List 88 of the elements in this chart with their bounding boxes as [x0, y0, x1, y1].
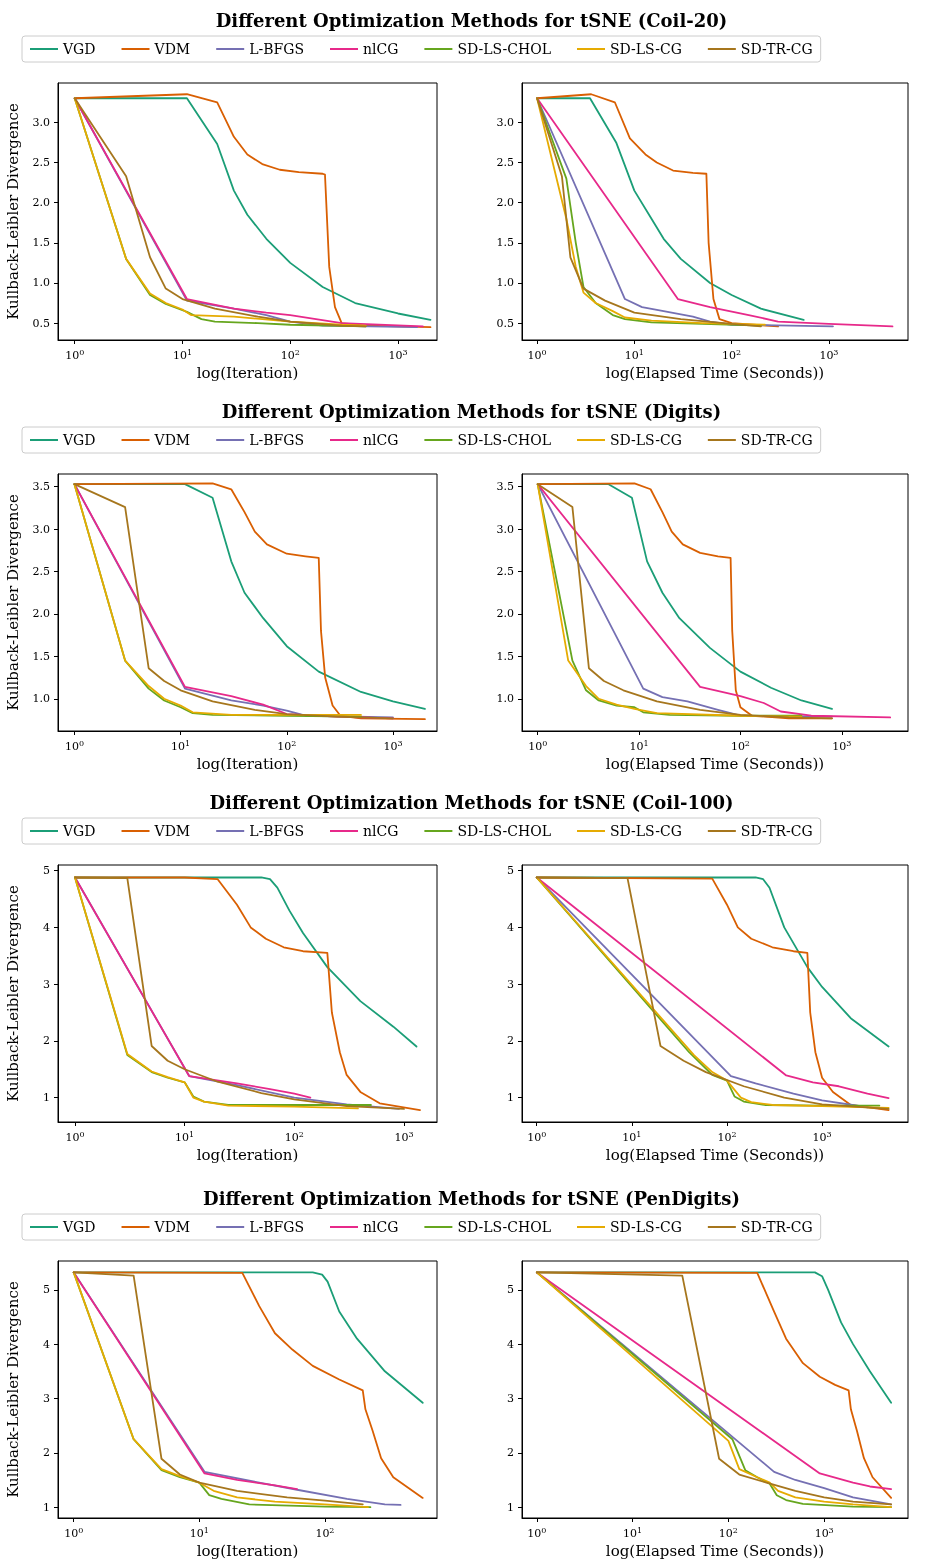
y-tick-label: 3.0 [496, 522, 514, 536]
y-tick-label: 2.5 [32, 565, 50, 579]
y-tick-label: 5 [43, 864, 50, 878]
y-tick-label: 2.5 [32, 156, 50, 170]
legend-label: VGD [62, 1219, 96, 1235]
y-axis-title: Kullback-Leibler Divergence [3, 1281, 22, 1498]
y-tick-label: 3.0 [496, 115, 514, 129]
y-tick-label: 1 [43, 1500, 50, 1514]
y-axis-title: Kullback-Leibler Divergence [3, 885, 22, 1102]
legend-label: SD-LS-CHOL [457, 823, 552, 839]
y-axis-title: Kullback-Leibler Divergence [3, 103, 22, 320]
y-tick-label: 4 [507, 1337, 514, 1351]
y-tick-label: 2.0 [32, 196, 50, 210]
y-tick-label: 1 [507, 1091, 514, 1105]
legend-label: nlCG [362, 1219, 399, 1235]
legend-label: L-BFGS [249, 823, 304, 839]
legend-label: nlCG [362, 432, 399, 448]
legend-label: SD-LS-CG [610, 41, 682, 57]
y-tick-label: 3.0 [32, 522, 50, 536]
y-tick-label: 1.5 [32, 236, 50, 250]
legend-label: SD-LS-CG [610, 823, 682, 839]
y-tick-label: 3.0 [32, 115, 50, 129]
x-axis-title: log(Elapsed Time (Seconds)) [605, 1146, 825, 1165]
legend-label: VDM [153, 432, 191, 448]
legend-label: SD-TR-CG [740, 823, 813, 839]
y-tick-label: 2 [507, 1446, 514, 1460]
y-tick-label: 3 [43, 977, 50, 991]
legend-label: VGD [62, 41, 96, 57]
legend-label: VDM [153, 823, 191, 839]
y-tick-label: 3 [43, 1391, 50, 1405]
chart-title: Different Optimization Methods for tSNE (Coil-20) [215, 9, 728, 31]
legend-label: VDM [153, 1219, 191, 1235]
y-tick-label: 1 [43, 1091, 50, 1105]
y-tick-label: 1.0 [496, 276, 514, 290]
legend-label: SD-TR-CG [740, 41, 813, 57]
y-tick-label: 2 [43, 1034, 50, 1048]
y-tick-label: 1.0 [32, 692, 50, 706]
chart-title: Different Optimization Methods for tSNE (Coil-100) [209, 791, 734, 813]
y-tick-label: 5 [43, 1283, 50, 1297]
legend-label: SD-LS-CG [610, 1219, 682, 1235]
x-axis-title: log(Elapsed Time (Seconds)) [605, 364, 825, 383]
legend-label: SD-LS-CHOL [457, 432, 552, 448]
legend-label: SD-TR-CG [740, 1219, 813, 1235]
legend-label: VGD [62, 432, 96, 448]
y-axis-title: Kullback-Leibler Divergence [3, 494, 22, 711]
legend-label: SD-LS-CHOL [457, 1219, 552, 1235]
y-tick-label: 3 [507, 977, 514, 991]
legend-label: SD-LS-CG [610, 432, 682, 448]
y-tick-label: 2.0 [32, 607, 50, 621]
y-tick-label: 0.5 [496, 316, 514, 330]
x-axis-title: log(Iteration) [196, 1542, 299, 1561]
x-axis-title: log(Iteration) [196, 364, 299, 383]
x-axis-title: log(Iteration) [196, 1146, 299, 1165]
y-tick-label: 1.5 [32, 649, 50, 663]
legend-label: SD-TR-CG [740, 432, 813, 448]
y-tick-label: 5 [507, 1283, 514, 1297]
x-axis-title: log(Iteration) [196, 755, 299, 774]
legend-label: VGD [62, 823, 96, 839]
y-tick-label: 2 [507, 1034, 514, 1048]
y-tick-label: 2 [43, 1446, 50, 1460]
x-axis-title: log(Elapsed Time (Seconds)) [605, 755, 825, 774]
legend-label: VDM [153, 41, 191, 57]
chart-title: Different Optimization Methods for tSNE (PenDigits) [203, 1187, 740, 1209]
y-tick-label: 1.0 [496, 692, 514, 706]
y-tick-label: 5 [507, 864, 514, 878]
y-tick-label: 3.5 [32, 480, 50, 494]
y-tick-label: 0.5 [32, 316, 50, 330]
legend-label: SD-LS-CHOL [457, 41, 552, 57]
legend-label: L-BFGS [249, 1219, 304, 1235]
y-tick-label: 2.5 [496, 565, 514, 579]
legend-label: L-BFGS [249, 41, 304, 57]
y-tick-label: 3 [507, 1391, 514, 1405]
y-tick-label: 2.0 [496, 607, 514, 621]
legend-label: L-BFGS [249, 432, 304, 448]
y-tick-label: 4 [43, 920, 50, 934]
legend-label: nlCG [362, 41, 399, 57]
y-tick-label: 2.5 [496, 156, 514, 170]
x-axis-title: log(Elapsed Time (Seconds)) [605, 1542, 825, 1561]
y-tick-label: 3.5 [496, 480, 514, 494]
y-tick-label: 2.0 [496, 196, 514, 210]
y-tick-label: 4 [507, 920, 514, 934]
y-tick-label: 1.5 [496, 236, 514, 250]
legend-label: nlCG [362, 823, 399, 839]
y-tick-label: 4 [43, 1337, 50, 1351]
y-tick-label: 1 [507, 1500, 514, 1514]
chart-title: Different Optimization Methods for tSNE (Digits) [221, 400, 722, 422]
y-tick-label: 1.0 [32, 276, 50, 290]
y-tick-label: 1.5 [496, 649, 514, 663]
